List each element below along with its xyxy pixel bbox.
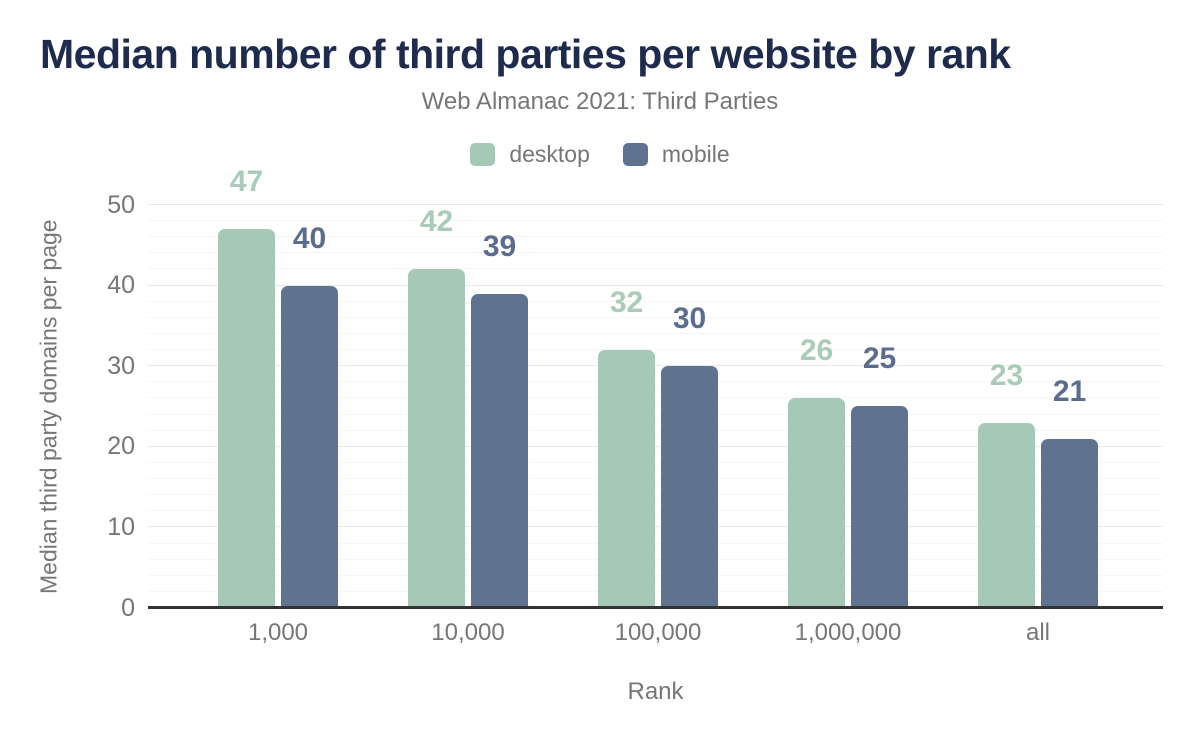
gridline-44: [148, 252, 1163, 254]
value-label-mobile-10000: 39: [482, 230, 517, 263]
gridline-6: [148, 558, 1163, 560]
chart-subtitle: Web Almanac 2021: Third Parties: [421, 88, 779, 115]
gridline-10: [148, 526, 1163, 528]
legend-label-mobile: mobile: [661, 141, 730, 167]
x-label-10000: 10,000: [431, 619, 505, 646]
gridline-16: [148, 478, 1163, 480]
bar-mobile-1000000: [851, 406, 908, 608]
legend-item-mobile: mobile: [622, 141, 730, 168]
gridline-2: [148, 590, 1163, 592]
y-tick-50: 50: [107, 190, 135, 219]
x-label-100000: 100,000: [614, 619, 702, 646]
value-label-desktop-1000: 47: [229, 165, 264, 198]
gridline-32: [148, 349, 1163, 351]
chart-title: Median number of third parties per websi…: [40, 31, 1011, 77]
gridline-38: [148, 300, 1163, 302]
legend-swatch-mobile: [622, 143, 648, 166]
gridline-24: [148, 413, 1163, 415]
value-label-mobile-100000: 30: [672, 302, 707, 335]
y-tick-10: 10: [107, 512, 135, 541]
y-tick-20: 20: [107, 432, 135, 461]
value-label-desktop-1000000: 26: [799, 334, 834, 367]
y-tick-30: 30: [107, 351, 135, 380]
gridline-26: [148, 397, 1163, 399]
plot-area: 47 40 42 39 32 30 26 25 23 21 1,000 10,000 100,000 1…: [148, 167, 1163, 705]
y-tick-40: 40: [107, 271, 135, 300]
legend-swatch-desktop: [470, 143, 496, 166]
gridline-14: [148, 494, 1163, 496]
x-label-all: all: [1025, 619, 1050, 646]
x-label-1000000: 1,000,000: [794, 619, 902, 646]
bar-mobile-all: [1041, 439, 1098, 608]
bar-mobile-10000: [471, 294, 528, 608]
legend-item-desktop: desktop: [470, 141, 590, 168]
gridline-18: [148, 461, 1163, 463]
gridline-12: [148, 510, 1163, 512]
bar-mobile-100000: [661, 366, 718, 608]
gridline-36: [148, 316, 1163, 318]
x-axis-line: [148, 606, 1163, 609]
gridline-30: [148, 365, 1163, 367]
value-label-desktop-all: 23: [989, 359, 1024, 392]
gridline-4: [148, 574, 1163, 576]
bar-desktop-all: [978, 423, 1035, 608]
gridline-42: [148, 268, 1163, 270]
gridline-48: [148, 220, 1163, 222]
bar-desktop-1000: [218, 229, 275, 608]
y-axis-title: Median third party domains per page: [35, 219, 62, 594]
gridline-40: [148, 284, 1163, 286]
value-label-mobile-1000000: 25: [862, 342, 897, 375]
gridline-34: [148, 332, 1163, 334]
y-tick-0: 0: [121, 593, 135, 622]
x-axis-title: Rank: [627, 678, 684, 705]
gridline-46: [148, 236, 1163, 238]
gridline-28: [148, 381, 1163, 383]
bar-desktop-10000: [408, 269, 465, 608]
gridline-22: [148, 429, 1163, 431]
legend: desktop mobile: [0, 141, 1200, 168]
gridline-50: [148, 204, 1163, 205]
legend-label-desktop: desktop: [509, 141, 590, 167]
value-label-mobile-1000: 40: [292, 222, 327, 255]
value-label-desktop-100000: 32: [609, 286, 644, 319]
bar-mobile-1000: [281, 286, 338, 608]
bar-desktop-1000000: [788, 398, 845, 608]
value-label-desktop-10000: 42: [419, 205, 454, 238]
bar-desktop-100000: [598, 350, 655, 608]
gridline-20: [148, 445, 1163, 447]
gridline-8: [148, 542, 1163, 544]
value-label-mobile-all: 21: [1052, 375, 1087, 408]
x-label-1000: 1,000: [247, 619, 309, 646]
